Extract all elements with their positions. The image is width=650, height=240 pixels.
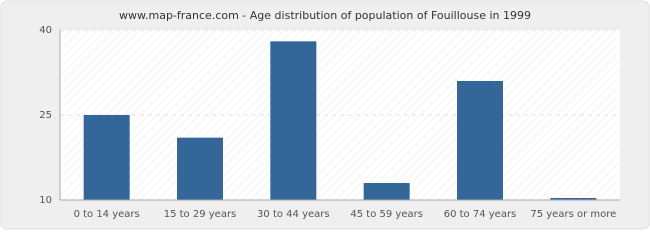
y-tick-label: 40 (39, 25, 52, 36)
bar (177, 137, 223, 200)
chart: www.map-france.com - Age distribution of… (0, 0, 650, 230)
bar (363, 183, 410, 200)
bar (457, 81, 503, 200)
chart-title: www.map-france.com - Age distribution of… (119, 9, 531, 22)
bar (83, 115, 130, 200)
bar (270, 41, 317, 201)
x-tick-label: 15 to 29 years (164, 209, 237, 220)
x-tick-label: 45 to 59 years (350, 209, 423, 220)
x-tick-label: 0 to 14 years (74, 209, 140, 220)
x-tick-label: 60 to 74 years (444, 209, 517, 220)
x-tick-label: 30 to 44 years (257, 209, 330, 220)
x-tick-label: 75 years or more (530, 209, 616, 220)
y-tick-label: 25 (39, 110, 52, 121)
y-tick-label: 10 (39, 195, 52, 206)
bar (550, 198, 597, 200)
